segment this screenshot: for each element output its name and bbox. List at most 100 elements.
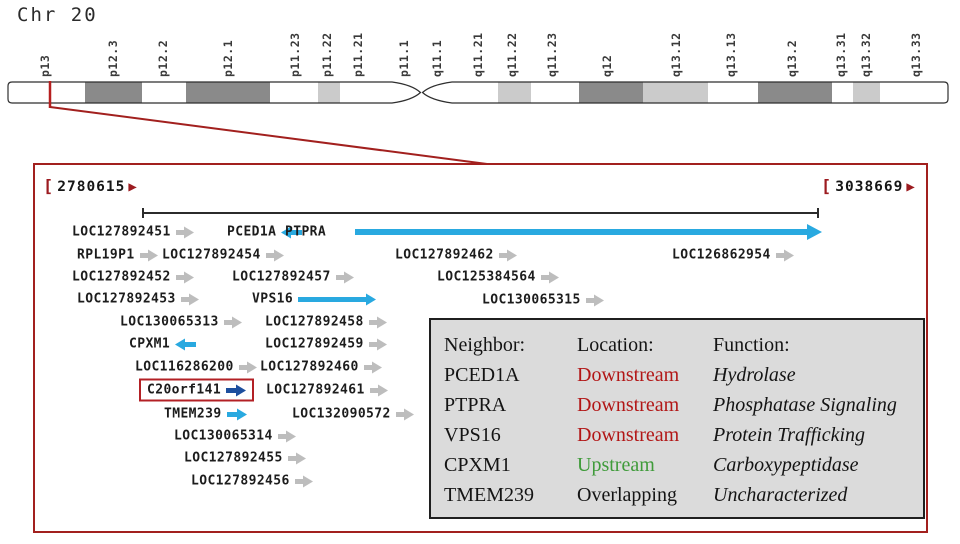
- gene-label: CPXM1: [129, 336, 171, 352]
- gene-label: LOC127892452: [72, 269, 171, 285]
- zoom-region-box: [ 2780615 ▶ [ 3038669 ▶ LOC127892451 PCED…: [33, 163, 928, 533]
- band-label: p11.21: [351, 32, 365, 77]
- right-arrow-icon: [226, 384, 247, 396]
- band-label: p12.3: [106, 40, 120, 77]
- gene-label: PTPRA: [285, 224, 327, 240]
- right-arrow-icon: [265, 249, 284, 261]
- band-label: q13.33: [909, 32, 923, 77]
- cytoband: [318, 82, 340, 103]
- right-arrow-icon: [335, 271, 354, 283]
- gene-label: LOC127892451: [72, 224, 171, 240]
- gene-tmem239: TMEM239: [164, 407, 247, 422]
- table-header-cell: Location:: [577, 334, 654, 356]
- right-arrow-icon: [298, 293, 377, 305]
- band-label: p12.2: [156, 40, 170, 77]
- right-arrow-icon: [395, 408, 414, 420]
- right-arrow-icon: [498, 249, 517, 261]
- neighbor-cell: PTPRA: [444, 394, 507, 416]
- gene-vps16: VPS16: [252, 291, 377, 307]
- band-label: q13.32: [859, 32, 873, 77]
- gene-loc127892458: LOC127892458: [265, 315, 387, 330]
- cytoband: [340, 82, 421, 103]
- gene-label: LOC127892453: [77, 291, 176, 307]
- band-label: q13.2: [785, 40, 799, 77]
- cytoband: [142, 82, 186, 103]
- gene-loc127892454: LOC127892454: [162, 248, 284, 263]
- neighbor-cell: TMEM239: [444, 484, 534, 506]
- gene-loc127892462: LOC127892462: [395, 248, 517, 263]
- gene-ptpra: PTPRA: [285, 225, 326, 240]
- right-arrow-icon: [175, 271, 194, 283]
- function-cell: Protein Trafficking: [713, 424, 866, 446]
- location-cell: Upstream: [577, 454, 655, 476]
- right-arrow-icon: [277, 430, 296, 442]
- gene-label: LOC132090572: [292, 406, 391, 422]
- gene-loc127892451: LOC127892451: [72, 225, 194, 240]
- gene-c20orf141: C20orf141: [139, 378, 255, 402]
- gene-label: RPL19P1: [77, 247, 135, 263]
- table-header-cell: Neighbor:: [444, 334, 526, 356]
- gene-label: TMEM239: [164, 406, 222, 422]
- table-row: TMEM239 Overlapping Uncharacterized: [444, 480, 923, 510]
- right-arrow-icon: [368, 316, 387, 328]
- location-cell: Overlapping: [577, 484, 677, 506]
- right-arrow-icon: [363, 361, 382, 373]
- gene-label: LOC127892456: [191, 473, 290, 489]
- band-label: p11.22: [320, 32, 334, 77]
- chromosome-title: Chr 20: [17, 4, 98, 26]
- region-span-line: [142, 208, 819, 218]
- gene-loc127892453: LOC127892453: [77, 292, 199, 307]
- table-row: CPXM1 Upstream Carboxypeptidase: [444, 450, 923, 480]
- zoom-connector-line: [49, 106, 488, 165]
- cytoband: [758, 82, 832, 103]
- table-header-cell: Function:: [713, 334, 790, 356]
- gene-loc126862954: LOC126862954: [672, 248, 794, 263]
- band-label: p12.1: [221, 40, 235, 77]
- table-header-row: Neighbor: Location: Function:: [444, 330, 923, 360]
- cytoband: [579, 82, 643, 103]
- band-label: q12: [600, 55, 614, 77]
- neighbor-cell: PCED1A: [444, 364, 520, 386]
- gene-label: LOC127892458: [265, 314, 364, 330]
- gene-loc125384564: LOC125384564: [437, 270, 559, 285]
- cytoband: [880, 82, 948, 103]
- neighbor-cell: VPS16: [444, 424, 501, 446]
- band-label: p11.1: [397, 40, 411, 77]
- right-arrow-icon: [368, 338, 387, 350]
- cytoband: [186, 82, 270, 103]
- cytoband: [531, 82, 579, 103]
- gene-loc127892459: LOC127892459: [265, 337, 387, 352]
- region-end-flag: [ 3038669 ▶: [821, 177, 916, 197]
- gene-loc127892460: LOC127892460: [260, 360, 382, 375]
- gene-loc127892452: LOC127892452: [72, 270, 194, 285]
- right-arrow-icon: [355, 224, 822, 240]
- gene-cpxm1: CPXM1: [129, 336, 197, 352]
- gene-label: LOC127892454: [162, 247, 261, 263]
- band-label: p13: [38, 55, 52, 77]
- right-arrow-icon: [175, 226, 194, 238]
- gene-label: LOC127892457: [232, 269, 331, 285]
- cytoband: [498, 82, 531, 103]
- gene-rpl19p1: RPL19P1: [77, 248, 158, 263]
- cytoband: [421, 82, 498, 103]
- gene-label: LOC127892459: [265, 336, 364, 352]
- gene-label: LOC130065313: [120, 314, 219, 330]
- right-arrow-icon: [540, 271, 559, 283]
- band-label: q13.12: [669, 32, 683, 77]
- band-label: q11.21: [471, 32, 485, 77]
- right-arrow-icon: [775, 249, 794, 261]
- cytoband: [8, 82, 85, 103]
- right-arrow-icon: [223, 316, 242, 328]
- end-flag-icon: ▶: [906, 179, 916, 195]
- gene-label: VPS16: [252, 291, 294, 307]
- band-label: q11.22: [505, 32, 519, 77]
- table-row: PCED1A Downstream Hydrolase: [444, 360, 923, 390]
- table-row: VPS16 Downstream Protein Trafficking: [444, 420, 923, 450]
- region-end-coordinate: 3038669: [835, 179, 904, 195]
- function-cell: Uncharacterized: [713, 484, 848, 506]
- function-cell: Hydrolase: [713, 364, 796, 386]
- gene-loc116286200: LOC116286200: [135, 360, 257, 375]
- cytoband: [832, 82, 853, 103]
- table-row: PTPRA Downstream Phosphatase Signaling: [444, 390, 923, 420]
